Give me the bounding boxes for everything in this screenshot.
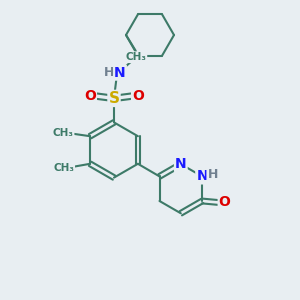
Text: N: N <box>175 157 187 171</box>
Text: O: O <box>132 89 144 103</box>
Text: CH₃: CH₃ <box>53 163 74 173</box>
Text: CH₃: CH₃ <box>125 52 146 62</box>
Text: CH₃: CH₃ <box>52 128 74 138</box>
Text: H: H <box>103 66 114 79</box>
Text: O: O <box>219 196 230 209</box>
Text: H: H <box>207 168 218 182</box>
Text: O: O <box>84 89 96 103</box>
Text: N: N <box>114 66 126 80</box>
Text: N: N <box>196 169 208 183</box>
Text: S: S <box>109 91 119 106</box>
